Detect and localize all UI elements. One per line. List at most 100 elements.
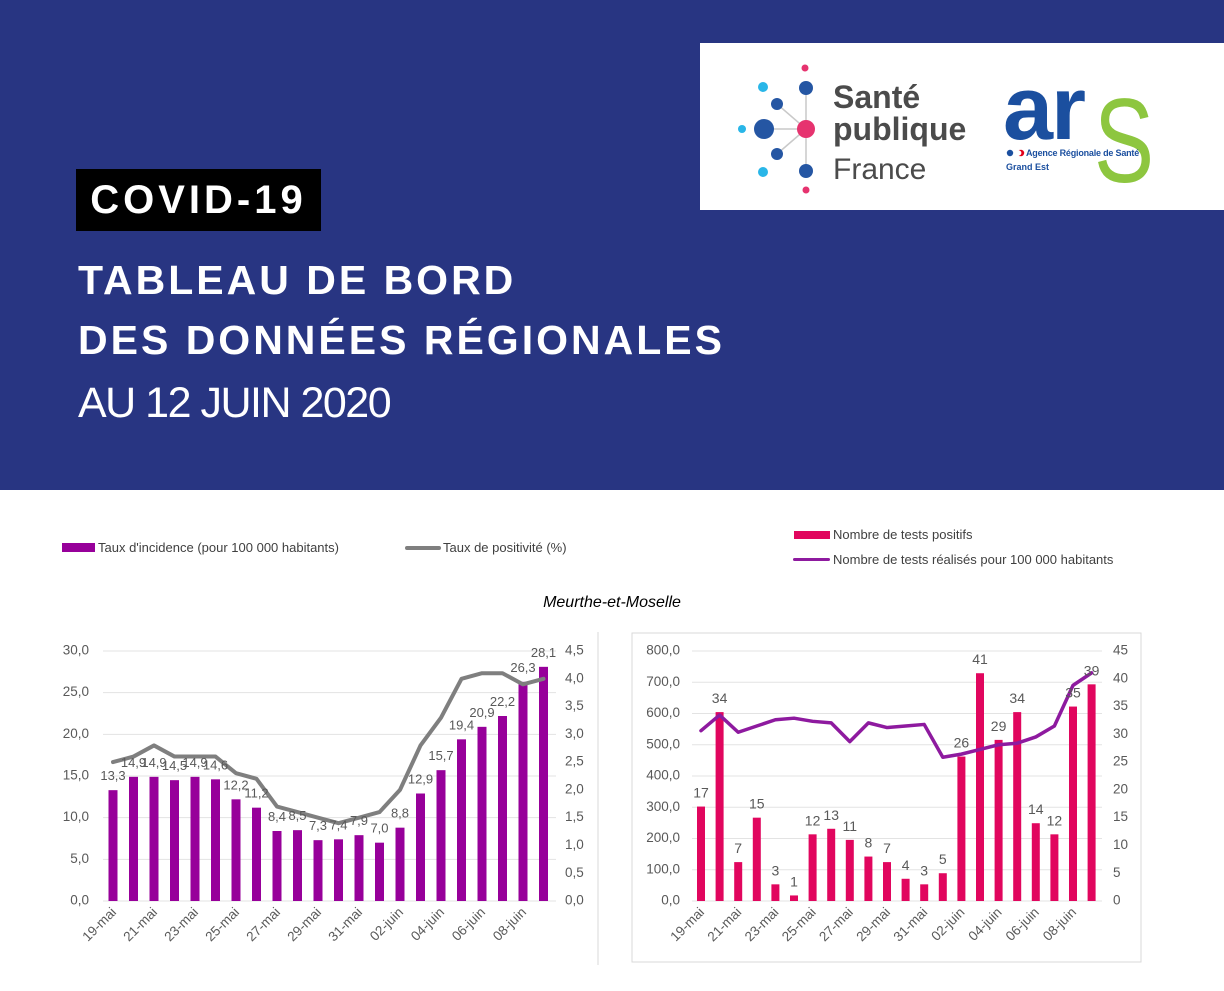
x-tick-label: 23-mai [742,905,782,945]
line-point [111,760,115,764]
x-tick-label: 23-mai [161,905,201,945]
y-right-tick-label: 10 [1113,837,1128,852]
line-point [737,731,740,734]
bar [957,756,966,901]
bar [293,830,302,901]
chart-frame [631,632,1142,963]
y-right-tick-label: 35 [1113,698,1128,713]
y-left-tick-label: 300,0 [646,799,680,814]
y-right-tick-label: 3,5 [565,698,584,713]
y-left-tick-label: 30,0 [63,643,89,658]
line-point [923,723,926,726]
x-tick-label: 06-juin [1003,905,1042,944]
bar [190,776,200,901]
line-point [1053,724,1056,728]
line-point [997,743,1000,746]
bar-data-label: 11,2 [244,786,268,801]
page-title-line2: DES DONNÉES RÉGIONALES [78,317,725,363]
bar-data-label: 12 [805,812,821,828]
bar-data-label: 8,8 [391,806,409,821]
bar [170,780,179,901]
legend-label-incidence: Taux d'incidence (pour 100 000 habitants… [98,540,339,555]
bar-data-label: 8,4 [268,809,286,824]
line-point [848,740,851,743]
bar-data-label: 5 [939,851,947,867]
bar [518,681,528,901]
y-right-tick-label: 1,5 [565,809,584,824]
line-point [811,720,814,723]
x-tick-label: 21-mai [120,905,160,945]
bar [457,739,466,901]
bar-data-label: 19,4 [449,717,474,732]
bar-data-label: 4 [902,857,910,873]
bar-data-label: 26,3 [510,660,535,675]
bar-data-label: 20,9 [469,705,494,720]
line-point [480,672,484,675]
bar-data-label: 7,0 [370,821,388,836]
x-tick-label: 27-mai [816,905,856,945]
bar [539,666,548,901]
bar-data-label: 26 [954,735,970,751]
bar [994,739,1003,901]
line-point [542,677,545,680]
tests-chart: 0,0100,0200,0300,0400,0500,0600,0700,080… [631,632,1142,963]
bar [938,873,947,901]
bar [697,806,705,901]
line-point [885,726,889,729]
bar [395,827,405,901]
bar [334,839,343,901]
bar-data-label: 14,9 [121,755,146,770]
bar [149,776,159,901]
bar-data-label: 13 [823,807,839,823]
bar [1050,834,1059,901]
bar [790,895,798,901]
bar [272,831,282,901]
line-point [296,810,299,814]
y-left-tick-label: 600,0 [646,705,680,720]
x-tick-label: 29-mai [853,905,893,945]
legend-swatch-positive-tests [794,531,830,539]
bar [477,726,487,901]
y-right-tick-label: 15 [1113,809,1128,824]
bar [808,834,817,901]
y-right-tick-label: 25 [1113,754,1128,769]
bar-data-label: 14,9 [141,755,166,770]
line-point [792,716,796,720]
legend-swatch-incidence [62,543,95,552]
bar [416,793,425,901]
line-point [439,716,443,719]
y-left-tick-label: 100,0 [646,861,680,876]
series-line [111,671,546,826]
line-point [521,683,525,686]
line-point [378,810,381,814]
bar-data-label: 14,6 [203,757,228,772]
sante-publique-france-logo-icon [738,64,815,194]
bar-data-label: 34 [1009,690,1025,706]
bar [313,840,323,901]
y-left-tick-label: 20,0 [63,726,89,741]
spf-logo-text-line2: publique [833,111,967,147]
line-point [1016,741,1019,745]
x-tick-label: 06-juin [449,905,488,944]
y-left-tick-label: 200,0 [646,830,680,845]
line-point [978,748,982,751]
x-tick-label: 31-mai [325,905,365,945]
bar-data-label: 29 [991,718,1007,734]
bar [231,799,241,901]
x-tick-label: 02-juin [928,905,967,944]
line-point [941,756,944,759]
bar [1069,706,1077,901]
bar-data-label: 7,9 [350,813,368,828]
bar [498,716,507,901]
x-tick-label: 04-juin [965,905,1004,944]
line-point [867,721,870,725]
line-point [152,744,156,747]
y-left-tick-label: 500,0 [646,736,680,751]
bar [108,790,118,901]
x-tick-label: 21-mai [705,905,745,945]
bar-data-label: 8 [865,835,873,851]
legend-swatch-tests-performed [793,558,830,561]
bar [976,673,984,901]
y-right-tick-label: 4,5 [565,643,584,658]
bar [129,776,138,901]
